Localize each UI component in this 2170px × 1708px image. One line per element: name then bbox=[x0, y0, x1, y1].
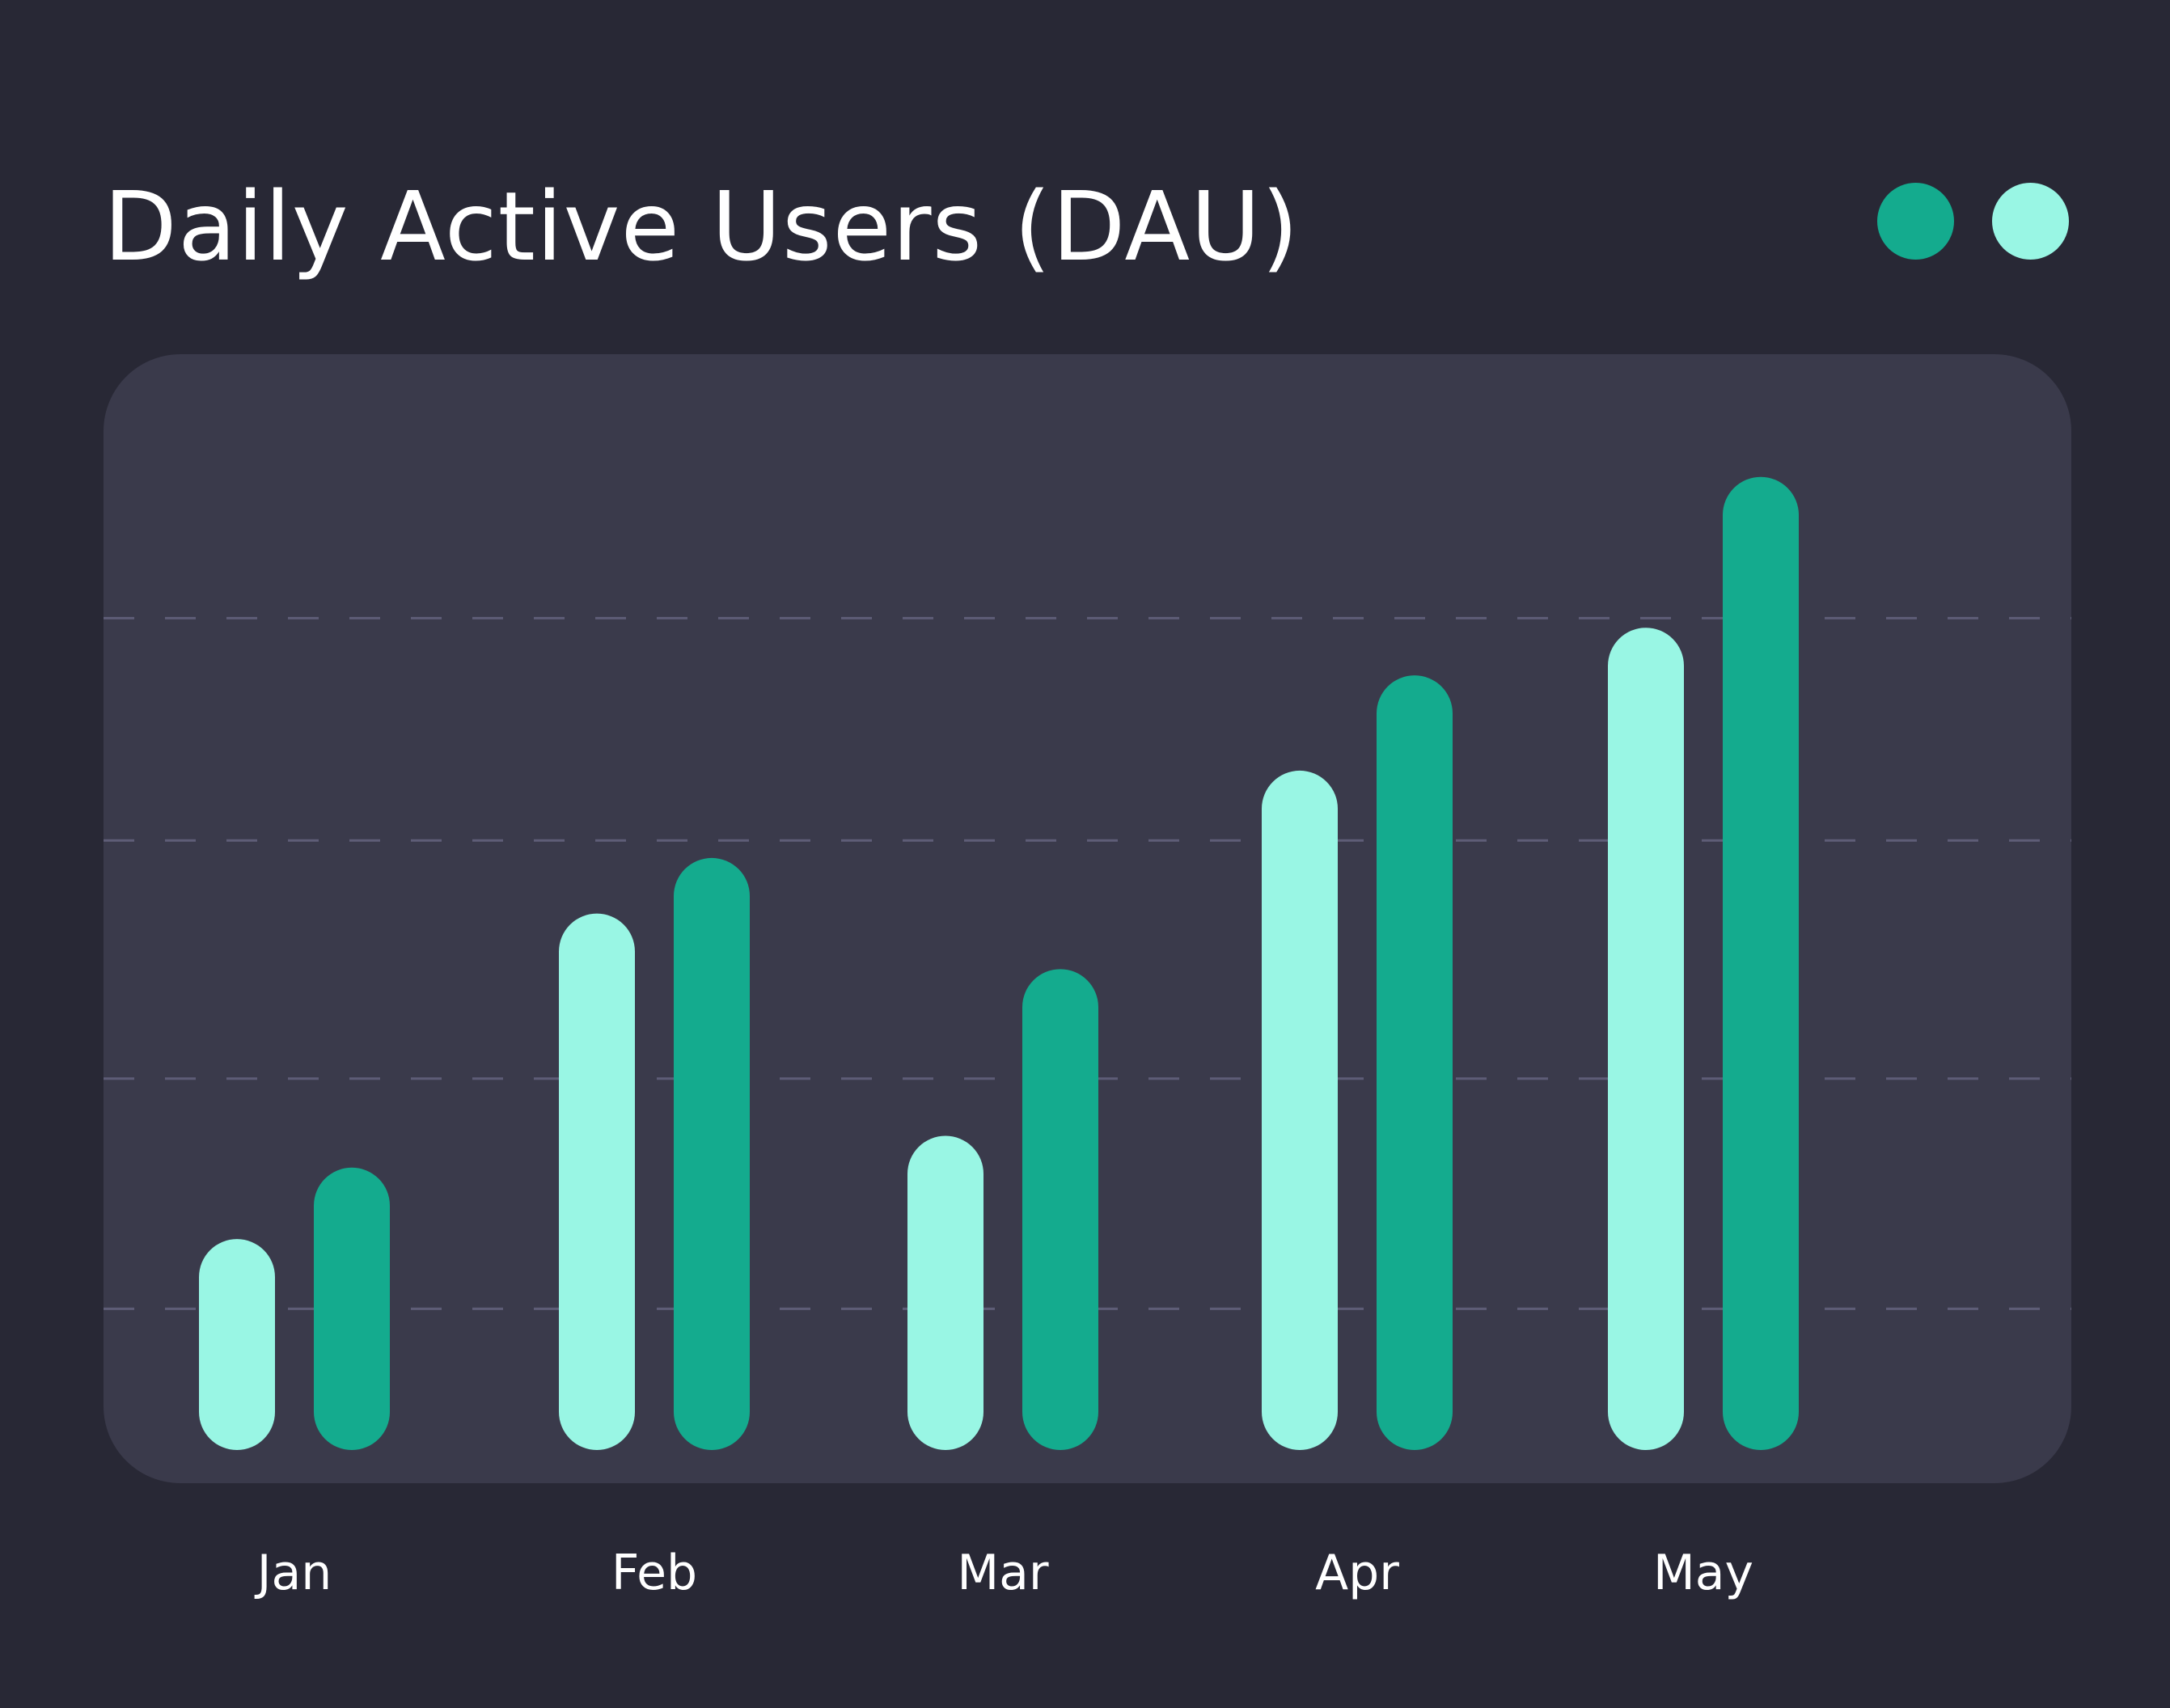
bar-feb-series-2 bbox=[674, 857, 750, 1450]
x-tick-label-jan: Jan bbox=[256, 1545, 332, 1601]
bar-may-series-1 bbox=[1608, 628, 1684, 1450]
x-tick-label-apr: Apr bbox=[1315, 1545, 1399, 1601]
bar-apr-series-2 bbox=[1377, 675, 1453, 1450]
chart-title: Daily Active Users (DAU) bbox=[104, 171, 1300, 282]
legend-marker-series-1 bbox=[1992, 183, 2069, 260]
bar-may-series-2 bbox=[1723, 476, 1799, 1450]
plot-area bbox=[104, 354, 2071, 1483]
x-axis: Jan Feb Mar Apr May bbox=[0, 1541, 2170, 1605]
bar-jan-series-2 bbox=[314, 1167, 390, 1450]
x-tick-label-feb: Feb bbox=[611, 1545, 698, 1601]
bar-jan-series-1 bbox=[199, 1239, 275, 1450]
x-tick-label-may: May bbox=[1652, 1545, 1754, 1601]
bar-apr-series-1 bbox=[1262, 770, 1338, 1450]
legend-marker-series-2 bbox=[1877, 183, 1954, 260]
bar-chart-svg bbox=[104, 476, 2071, 1450]
legend bbox=[1877, 183, 2069, 260]
bar-mar-series-2 bbox=[1022, 969, 1098, 1450]
bar-feb-series-1 bbox=[559, 913, 635, 1450]
x-tick-label-mar: Mar bbox=[957, 1545, 1049, 1601]
bar-mar-series-1 bbox=[907, 1135, 983, 1450]
